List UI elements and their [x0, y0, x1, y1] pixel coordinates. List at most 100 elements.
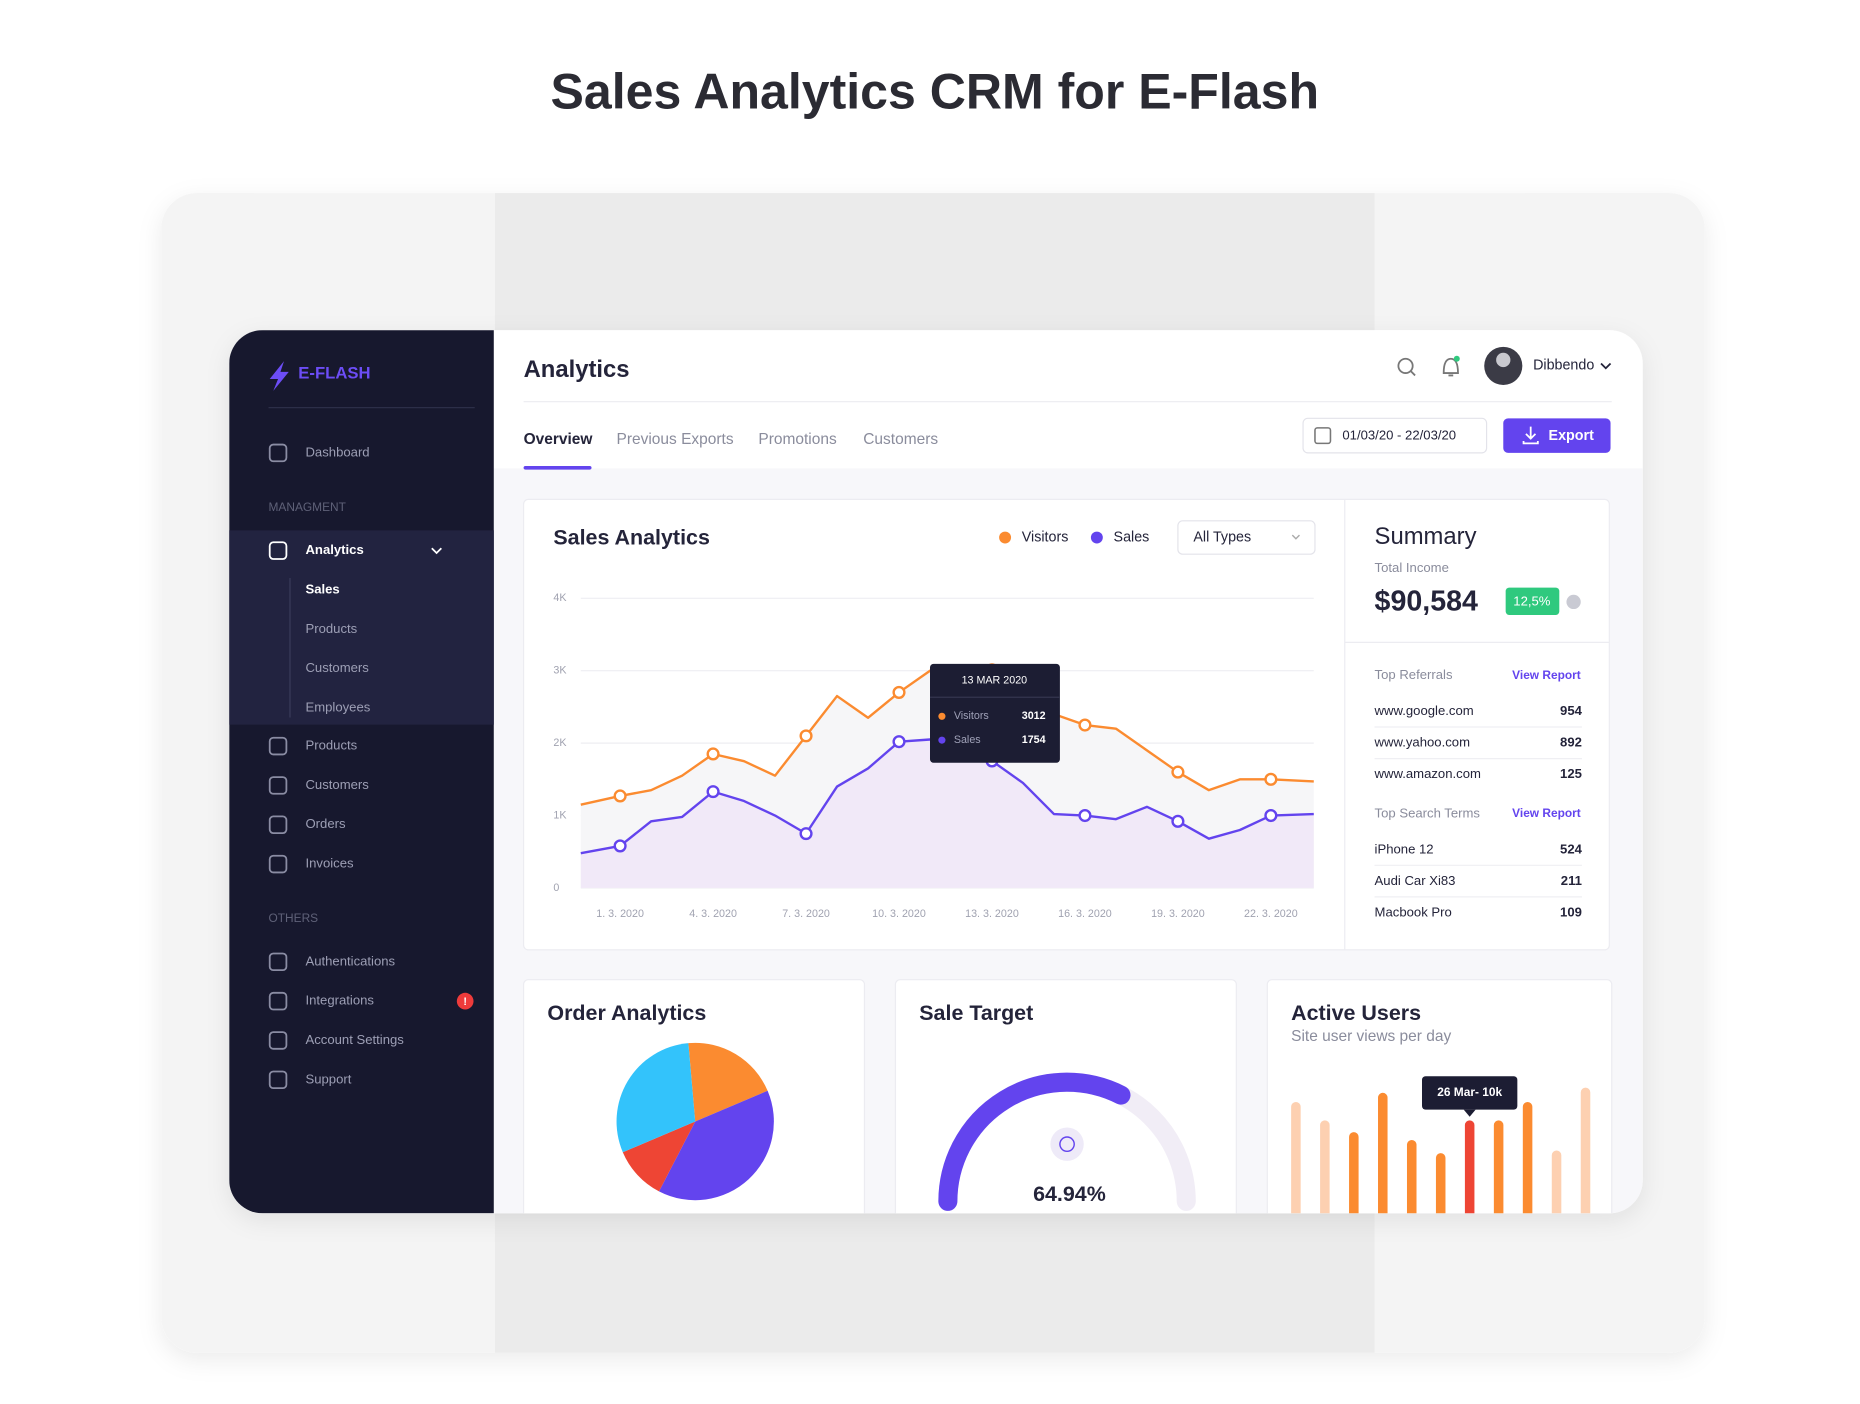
search-icon-handle	[1409, 370, 1416, 377]
user-chevron	[1600, 362, 1612, 370]
submenu-item[interactable]: Sales	[305, 581, 339, 596]
view-report[interactable]: View Report	[1512, 668, 1581, 682]
legend-label: Visitors	[1022, 529, 1069, 545]
dropdown-chevron	[1291, 534, 1300, 540]
filter-dropdown[interactable]	[1177, 520, 1316, 555]
bar-tooltip	[1421, 1076, 1518, 1110]
summary-total: $90,584	[1375, 586, 1478, 618]
summary-label: Total Income	[1375, 560, 1449, 575]
card-title: Order Analytics	[547, 1001, 706, 1025]
tooltip-label: Sales	[954, 734, 981, 746]
nav-item[interactable]: Support	[305, 1071, 351, 1086]
search-icon[interactable]	[1397, 357, 1414, 374]
nav-item[interactable]: Account Settings	[305, 1032, 404, 1047]
submenu-item[interactable]: Products	[305, 621, 357, 636]
list-item: Macbook Pro	[1375, 904, 1452, 919]
nav-icon	[268, 736, 288, 756]
nav-item[interactable]: Customers	[305, 777, 369, 792]
list-item: iPhone 12	[1375, 841, 1434, 856]
date-picker[interactable]	[1302, 417, 1488, 454]
date-range: 01/03/20 - 22/03/20	[1342, 428, 1456, 443]
list-count: 892	[1560, 735, 1582, 750]
nav-item[interactable]: Integrations	[305, 993, 374, 1008]
bar	[1378, 1092, 1388, 1214]
point	[799, 827, 813, 841]
bell-icon[interactable]	[1442, 357, 1459, 377]
section-heading: OTHERS	[269, 911, 319, 925]
point	[1171, 765, 1185, 779]
header-title: Analytics	[524, 356, 630, 383]
nav-item[interactable]: Orders	[305, 816, 346, 831]
point	[1264, 772, 1278, 786]
x-tick-label: 13. 3. 2020	[965, 908, 1019, 920]
page-title: Sales Analytics CRM for E-Flash	[551, 64, 1320, 120]
list-heading: Top Search Terms	[1375, 806, 1481, 821]
change-value: 12,5%	[1513, 593, 1551, 608]
nav-item[interactable]: Products	[305, 738, 357, 753]
bar	[1493, 1120, 1504, 1214]
bar	[1320, 1120, 1330, 1214]
bar	[1435, 1153, 1446, 1214]
nav-icon	[268, 443, 288, 463]
filter-label: All Types	[1193, 529, 1251, 545]
y-tick-label: 2K	[553, 737, 567, 749]
x-tick-label: 16. 3. 2020	[1058, 908, 1112, 920]
tab[interactable]: Promotions	[758, 431, 837, 448]
submenu-item[interactable]: Employees	[305, 699, 370, 714]
nav-item[interactable]: Authentications	[305, 953, 395, 968]
user-name[interactable]: Dibbendo	[1533, 358, 1594, 374]
chevron	[431, 547, 442, 555]
tooltip-dot	[938, 736, 946, 744]
card-title: Sale Target	[919, 1001, 1033, 1025]
pie-slice	[616, 1043, 696, 1153]
bar	[1291, 1101, 1301, 1214]
tab[interactable]: Previous Exports	[617, 431, 734, 448]
nav-icon	[268, 1031, 288, 1050]
section-heading: MANAGMENT	[269, 500, 346, 514]
list-count: 125	[1560, 766, 1582, 781]
nav-icon	[268, 991, 288, 1011]
list-count: 524	[1560, 841, 1583, 856]
nav-item[interactable]: Analytics	[305, 542, 363, 557]
point	[706, 785, 720, 799]
badge	[456, 992, 474, 1010]
bar	[1580, 1087, 1591, 1214]
badge-text: !	[463, 996, 467, 1008]
calendar-icon	[1314, 427, 1332, 445]
nav-icon	[268, 854, 288, 874]
y-tick-label: 0	[553, 882, 559, 894]
nav-icon	[268, 541, 288, 560]
tab[interactable]: Customers	[863, 431, 938, 448]
export-icon	[1522, 426, 1539, 445]
y-tick-label: 1K	[553, 809, 567, 821]
export-label: Export	[1549, 428, 1595, 444]
bar-tooltip-text: 26 Mar- 10k	[1437, 1085, 1502, 1099]
point	[799, 729, 813, 743]
point	[892, 685, 906, 699]
gauge-icon-face	[1059, 1136, 1075, 1153]
dashboard: E-FLASH Dashboard MANAGMENT Sales Products Cu…	[229, 330, 1643, 1214]
nav-item[interactable]: Invoices	[305, 856, 354, 871]
point	[613, 789, 627, 803]
bar	[1464, 1120, 1475, 1214]
list-item: www.amazon.com	[1374, 766, 1481, 781]
list-count: 109	[1560, 904, 1582, 919]
bell-dot	[1453, 355, 1460, 362]
view-report[interactable]: View Report	[1512, 806, 1581, 820]
list-count: 211	[1561, 873, 1582, 888]
x-tick-label: 19. 3. 2020	[1151, 908, 1205, 920]
submenu-item[interactable]: Customers	[305, 660, 369, 675]
brand: E-FLASH	[298, 364, 370, 383]
nav-icon	[268, 1070, 288, 1090]
list-item: Audi Car Xi83	[1375, 873, 1456, 888]
nav-item[interactable]: Dashboard	[305, 444, 369, 459]
x-tick-label: 7. 3. 2020	[782, 908, 830, 920]
x-tick-label: 10. 3. 2020	[872, 908, 926, 920]
bar	[1522, 1101, 1533, 1214]
tab[interactable]: Overview	[524, 431, 594, 448]
pie-slice	[659, 1090, 774, 1201]
y-tick-label: 3K	[553, 665, 567, 677]
tooltip	[930, 663, 1060, 763]
point	[1078, 718, 1092, 732]
point	[613, 839, 627, 853]
